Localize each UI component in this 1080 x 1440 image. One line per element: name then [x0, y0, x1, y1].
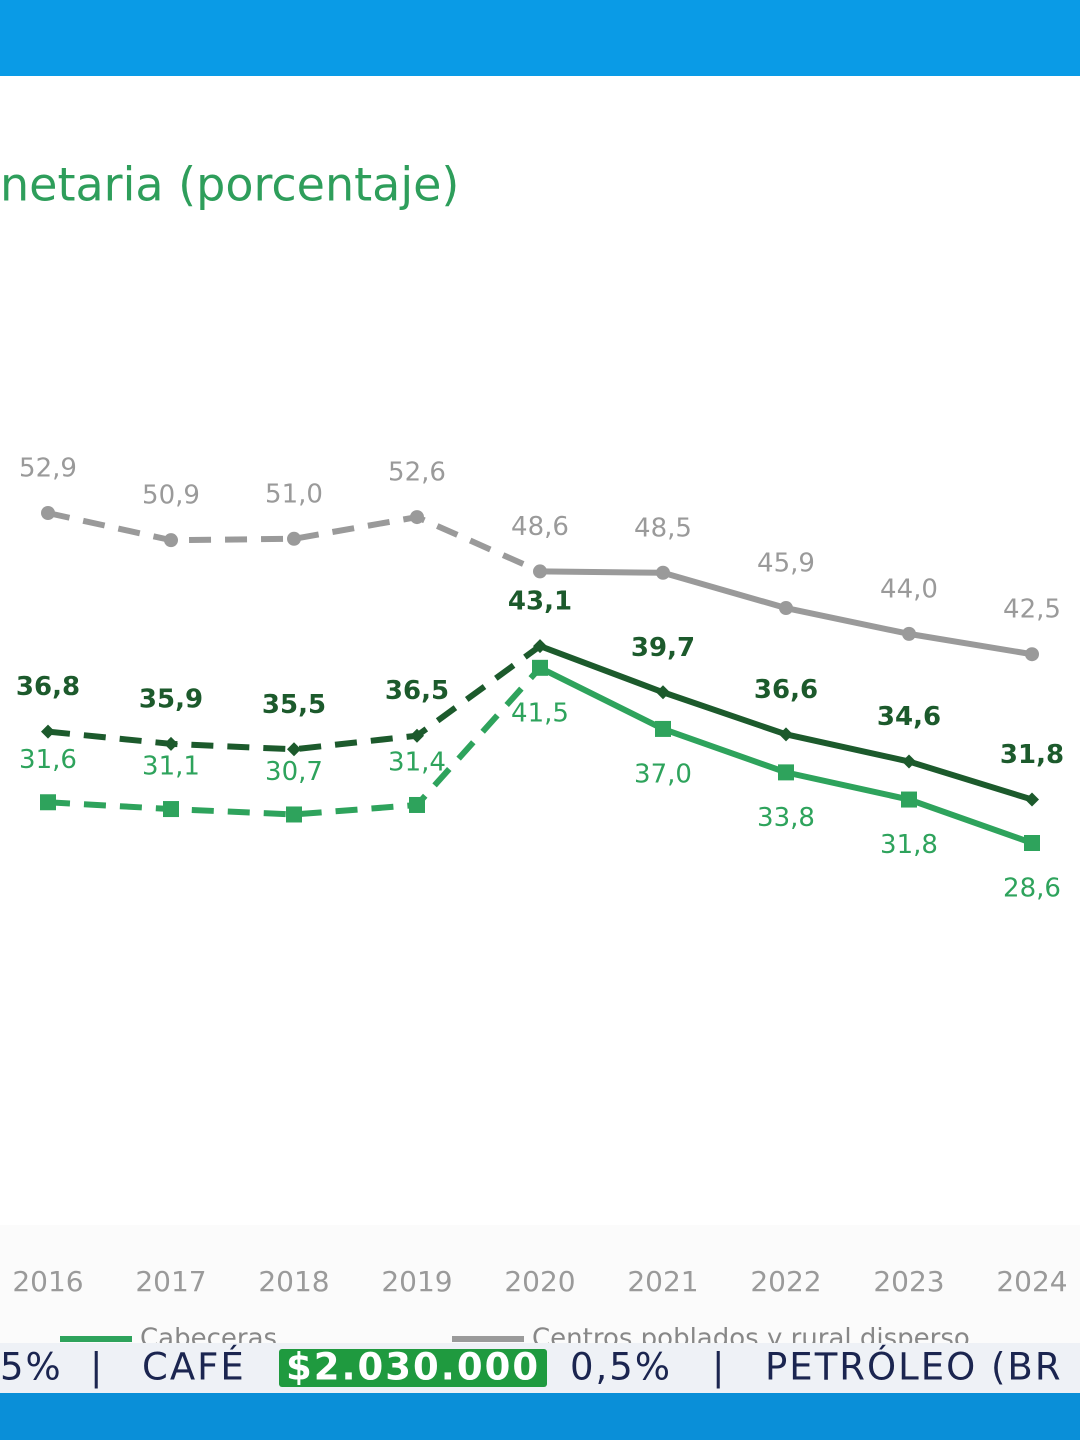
point: [533, 564, 547, 579]
value-label: 28,6: [1003, 874, 1061, 904]
point: [410, 510, 424, 525]
value-label: 37,0: [634, 759, 692, 789]
point: [901, 791, 917, 808]
value-label: 35,5: [262, 690, 326, 720]
ticker-item: 5%: [0, 1346, 63, 1389]
value-label: 33,8: [757, 803, 815, 833]
value-label: 31,8: [1000, 740, 1064, 770]
point: [533, 639, 547, 654]
x-tick-label: 2023: [873, 1265, 944, 1298]
value-label: 52,9: [19, 454, 77, 484]
value-label: 48,6: [511, 512, 569, 542]
ticker-item: $2.030.000: [286, 1346, 540, 1389]
x-tick-label: 2022: [750, 1265, 821, 1298]
series-line: [47, 665, 543, 818]
point: [287, 531, 301, 546]
series-line: [47, 643, 542, 753]
value-label: 48,5: [634, 513, 692, 543]
point: [902, 626, 916, 641]
point: [40, 794, 56, 811]
ticker-separator: |: [712, 1346, 726, 1389]
x-tick-label: 2020: [504, 1265, 575, 1298]
value-label: 42,5: [1003, 595, 1061, 625]
point: [532, 659, 548, 676]
value-label: 31,6: [19, 745, 77, 775]
point: [409, 796, 425, 813]
series-line: [47, 510, 542, 575]
value-label: 45,9: [757, 549, 815, 579]
top-bar: [0, 0, 1080, 76]
value-label: 50,9: [142, 481, 200, 511]
point: [287, 742, 301, 757]
ticker-highlight: [279, 1349, 547, 1387]
x-tick-label: 2024: [996, 1265, 1067, 1298]
value-label: 35,9: [139, 684, 203, 714]
chart-title: netaria (porcentaje): [0, 158, 459, 212]
value-label: 52,6: [388, 458, 446, 488]
point: [656, 565, 670, 580]
value-label: 41,5: [511, 698, 569, 728]
ticker-separator: |: [90, 1346, 104, 1389]
point: [1025, 792, 1039, 807]
value-label: 30,7: [265, 757, 323, 787]
value-label: 43,1: [508, 587, 572, 617]
x-tick-label: 2019: [381, 1265, 452, 1298]
point: [163, 801, 179, 818]
ticker-item: CAFÉ: [142, 1345, 246, 1389]
point: [164, 533, 178, 548]
point: [41, 506, 55, 520]
value-label: 34,6: [877, 702, 941, 732]
point: [410, 728, 424, 743]
x-tick-label: 2021: [627, 1265, 698, 1298]
point: [286, 806, 302, 823]
plot: 2016 2017 2018 2019 2020 2021 2022 2023 2024 52,9…: [12, 454, 1067, 1354]
value-label: 51,0: [265, 479, 323, 509]
point: [779, 727, 793, 742]
point: [779, 601, 793, 616]
bottom-bar: [0, 1393, 1080, 1440]
value-label: 39,7: [631, 633, 695, 663]
x-tick-label: 2016: [12, 1265, 83, 1298]
value-label: 44,0: [880, 574, 938, 604]
point: [655, 720, 671, 737]
point: [41, 724, 55, 739]
point: [778, 764, 794, 781]
value-label: 36,6: [754, 675, 818, 705]
value-label: 31,4: [388, 747, 446, 777]
point: [656, 685, 670, 700]
point: [164, 736, 178, 751]
value-label: 31,1: [142, 752, 200, 782]
x-tick-label: 2018: [258, 1265, 329, 1298]
value-label: 36,8: [16, 672, 80, 702]
ticker-item: 0,5%: [570, 1346, 672, 1389]
x-tick-label: 2017: [135, 1265, 206, 1298]
point: [902, 754, 916, 769]
value-label: 36,5: [385, 676, 449, 706]
ticker-item: PETRÓLEO (BR: [765, 1345, 1063, 1389]
point: [1025, 647, 1039, 662]
value-label: 31,8: [880, 830, 938, 860]
point: [1024, 835, 1040, 851]
axis-band: [0, 1225, 1080, 1343]
